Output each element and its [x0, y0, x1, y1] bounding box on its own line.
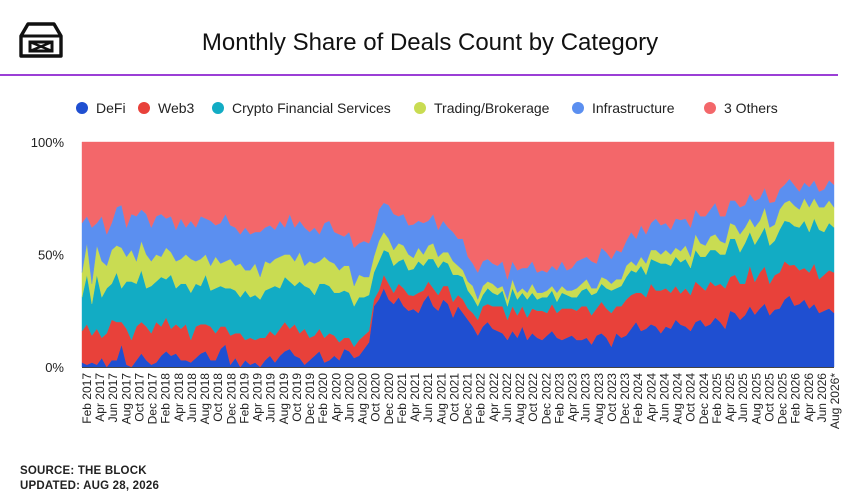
x-tick-label: Jun 2019: [264, 373, 278, 423]
x-tick-label: Aug 2023: [592, 373, 606, 425]
legend-label: Infrastructure: [592, 100, 675, 116]
x-tick-label: Feb 2018: [159, 373, 173, 424]
x-tick-label: Feb 2020: [316, 373, 330, 424]
legend-label: DeFi: [96, 100, 126, 116]
x-tick-label: Jun 2023: [579, 373, 593, 423]
legend-label: 3 Others: [724, 100, 778, 116]
area-3-others: [81, 141, 835, 281]
x-tick-label: Dec 2017: [146, 373, 160, 425]
x-tick-label: Apr 2018: [172, 373, 186, 422]
x-tick-label: Dec 2021: [461, 373, 475, 425]
legend-label: Web3: [158, 100, 195, 116]
updated-note: UPDATED: AUG 28, 2026: [20, 480, 160, 492]
source-note: SOURCE: THE BLOCK: [20, 465, 147, 477]
x-tick-label: Oct 2019: [290, 373, 304, 422]
x-tick-label: Jun 2018: [185, 373, 199, 423]
x-tick-label: Apr 2025: [723, 373, 737, 422]
x-tick-label: Aug 2026*: [828, 373, 842, 429]
x-tick-label: Jun 2021: [421, 373, 435, 423]
x-tick-label: Feb 2022: [474, 373, 488, 424]
x-tick-label: Dec 2025: [776, 373, 790, 425]
x-tick-label: Aug 2020: [356, 373, 370, 425]
x-tick-label: Apr 2021: [408, 373, 422, 422]
x-tick-label: Apr 2023: [566, 373, 580, 422]
legend-item-trading-brokerage: Trading/Brokerage: [414, 100, 549, 116]
legend-item-crypto-financial-services: Crypto Financial Services: [212, 100, 391, 116]
x-tick-label: Dec 2019: [303, 373, 317, 425]
legend-label: Crypto Financial Services: [232, 100, 391, 116]
x-tick-label: Oct 2017: [133, 373, 147, 422]
x-tick-label: Dec 2018: [224, 373, 238, 425]
the-block-logo: [19, 22, 63, 58]
x-tick-label: Apr 2022: [487, 373, 501, 422]
x-tick-label: Dec 2022: [539, 373, 553, 425]
legend-item-defi: DeFi: [76, 100, 126, 116]
x-tick-label: Jun 2017: [106, 373, 120, 423]
x-tick-label: Oct 2021: [447, 373, 461, 422]
legend-swatch: [76, 102, 88, 114]
x-tick-label: Jun 2025: [736, 373, 750, 423]
legend-swatch: [212, 102, 224, 114]
x-tick-label: Oct 2018: [211, 373, 225, 422]
x-tick-label: Aug 2025: [749, 373, 763, 425]
x-tick-label: Jun 2024: [657, 373, 671, 423]
x-tick-label: Oct 2023: [605, 373, 619, 422]
chart-title: Monthly Share of Deals Count by Category: [201, 29, 659, 56]
x-tick-label: Dec 2020: [382, 373, 396, 425]
x-tick-label: Jun 2020: [343, 373, 357, 423]
legend-swatch: [138, 102, 150, 114]
title-divider: [0, 74, 838, 76]
legend-item-web3: Web3: [138, 100, 194, 116]
x-tick-label: Aug 2021: [434, 373, 448, 425]
x-tick-label: Aug 2018: [198, 373, 212, 425]
x-tick-label: Feb 2017: [80, 373, 94, 424]
stacked-area-chart: 0%50%100%Feb 2017 Apr 2017 Jun 2017 Aug 201…: [31, 135, 842, 429]
x-tick-label: Oct 2020: [369, 373, 383, 422]
x-tick-label: Apr 2017: [93, 373, 107, 422]
x-tick-label: Aug 2022: [513, 373, 527, 425]
x-tick-label: Aug 2019: [277, 373, 291, 425]
y-tick-label: 100%: [31, 135, 65, 150]
x-tick-label: Feb 2023: [552, 373, 566, 424]
x-tick-label: Aug 2017: [119, 373, 133, 425]
x-tick-label: Feb 2019: [238, 373, 252, 424]
x-tick-label: Aug 2024: [671, 373, 685, 425]
x-tick-label: Oct 2025: [762, 373, 776, 422]
x-tick-label: Apr 2019: [251, 373, 265, 422]
x-tick-label: Oct 2024: [684, 373, 698, 422]
x-tick-label: Feb 2024: [631, 373, 645, 424]
x-tick-label: Apr 2026: [802, 373, 816, 422]
x-tick-label: Apr 2024: [644, 373, 658, 422]
x-tick-label: Jun 2026: [815, 373, 829, 423]
legend-swatch: [572, 102, 584, 114]
x-tick-label: Dec 2023: [618, 373, 632, 425]
legend-item-infrastructure: Infrastructure: [572, 100, 674, 116]
x-tick-label: Feb 2026: [789, 373, 803, 424]
y-tick-label: 0%: [45, 360, 64, 375]
legend-label: Trading/Brokerage: [434, 100, 550, 116]
legend-item-3-others: 3 Others: [704, 100, 778, 116]
x-tick-label: Feb 2021: [395, 373, 409, 424]
x-tick-label: Feb 2025: [710, 373, 724, 424]
legend-swatch: [414, 102, 426, 114]
x-tick-label: Apr 2020: [329, 373, 343, 422]
y-tick-label: 50%: [38, 248, 64, 263]
x-tick-label: Oct 2022: [526, 373, 540, 422]
legend-swatch: [704, 102, 716, 114]
x-tick-label: Jun 2022: [500, 373, 514, 423]
x-tick-label: Dec 2024: [697, 373, 711, 425]
